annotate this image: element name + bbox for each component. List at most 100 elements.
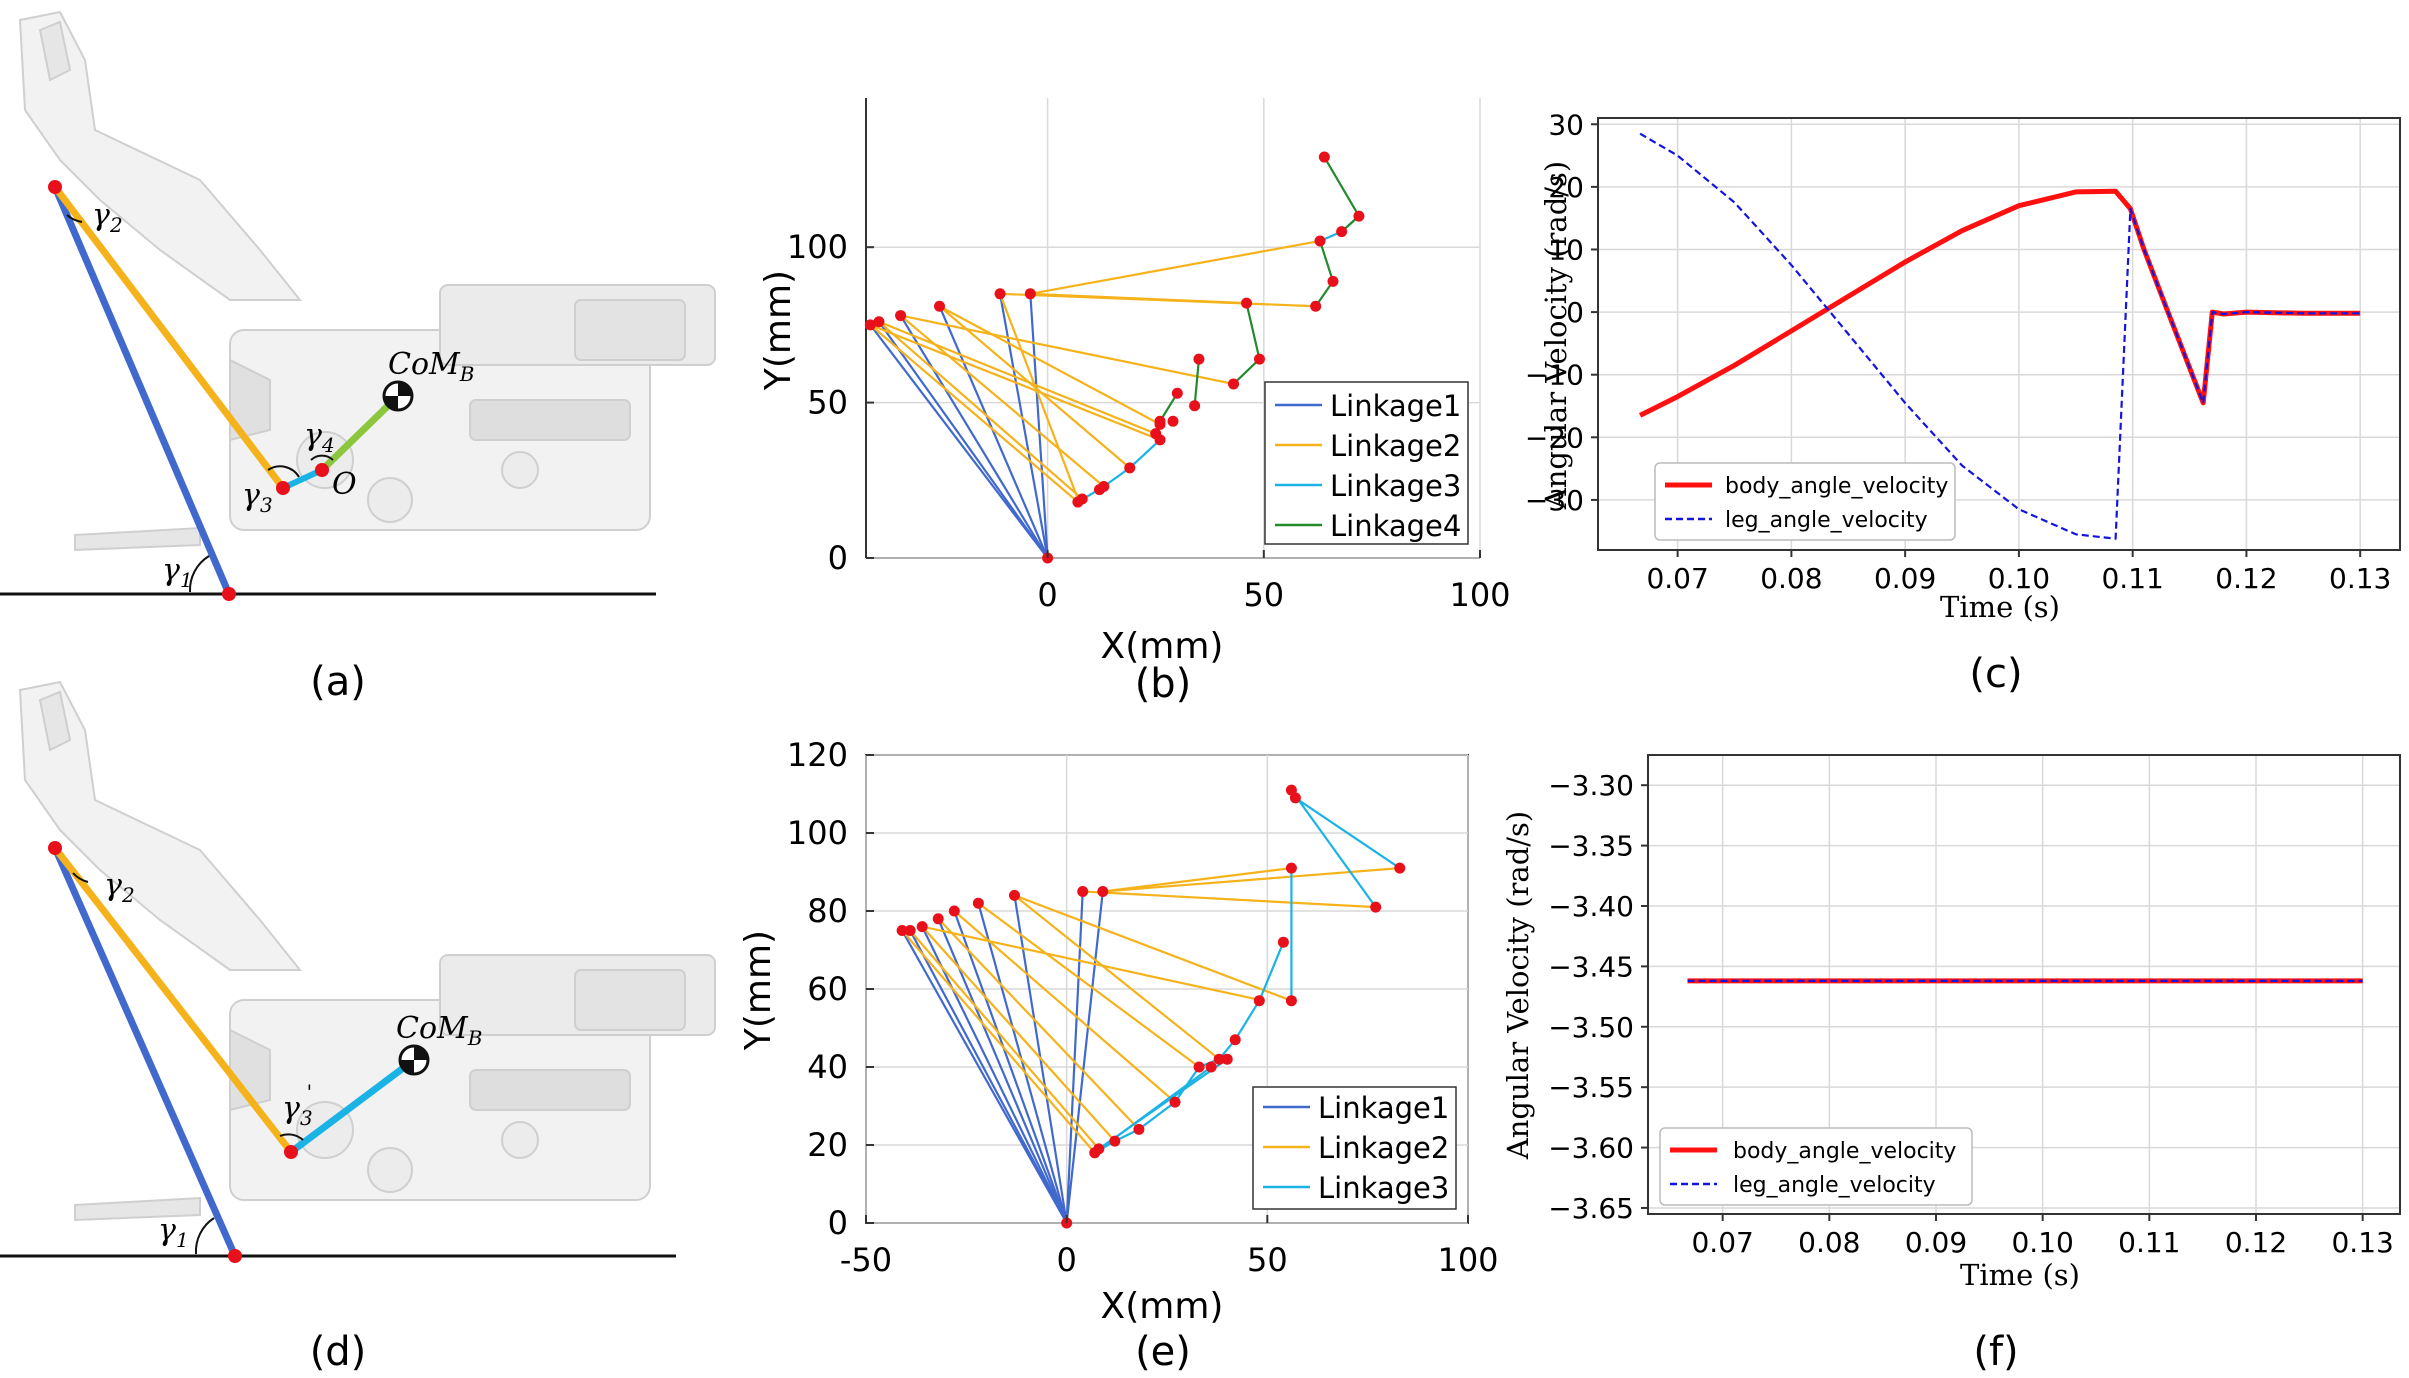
b-linkage1-segment-1 — [878, 321, 1049, 559]
legend-b-label-2: Linkage2 — [1330, 429, 1461, 463]
b-linkage2-segment-4 — [999, 293, 1079, 500]
chart-c-lines — [1638, 132, 2361, 540]
e-xtick-label-2: 50 — [1247, 1241, 1288, 1279]
b-linkage3-segment-2 — [1129, 439, 1161, 469]
e-joint-point-11 — [1093, 1143, 1105, 1155]
b-joint-point-1 — [864, 319, 876, 331]
e-linkage2-segment-4 — [953, 910, 1176, 1103]
robot-body-silhouette-d — [18, 680, 716, 1222]
b-joint-point-18 — [1228, 378, 1240, 390]
e-joint-point-22 — [1285, 995, 1297, 1007]
e-linkage1-segment-0 — [901, 929, 1068, 1224]
f-xtick-label-6: 0.13 — [2331, 1226, 2393, 1259]
legend-e-label-1: Linkage1 — [1318, 1091, 1449, 1125]
b-xtick-label-0: 0 — [1037, 576, 1057, 614]
chart-b-grid — [866, 98, 1481, 559]
panel-label-b: (b) — [1135, 661, 1192, 707]
e-joint-point-2 — [904, 925, 916, 936]
label-com-a: CoMB — [388, 347, 474, 386]
e-joint-point-13 — [1133, 1123, 1145, 1135]
e-ytick-label-6: 120 — [787, 736, 848, 774]
chart-f-legend: body_angle_velocity leg_angle_velocity — [1659, 1127, 1973, 1206]
b-joint-point-20 — [1253, 353, 1265, 365]
b-linkage4-segment-5 — [1232, 358, 1261, 385]
b-linkage2-segment-8 — [878, 320, 1157, 435]
b-linkage4-segment-0 — [1323, 156, 1360, 217]
f-xtick-label-0: 0.07 — [1691, 1226, 1753, 1259]
e-joint-point-19 — [1229, 1034, 1241, 1046]
angle-arc-gamma2-a — [66, 214, 83, 223]
label-gamma3-d: γ3' — [282, 1080, 313, 1130]
e-joint-point-3 — [916, 921, 928, 933]
c-xtick-label-2: 0.09 — [1874, 562, 1936, 595]
b-linkage1-segment-0 — [869, 324, 1049, 559]
joint-o-a — [315, 463, 329, 477]
e-joint-point-7 — [1008, 889, 1020, 901]
angle-arc-gamma3-a — [267, 465, 300, 478]
chart-b-legend: Linkage1 Linkage2 Linkage3 Linkage4 — [1264, 381, 1469, 545]
b-joint-point-5 — [994, 288, 1006, 300]
chart-e-xlabel: X(mm) — [1101, 1286, 1224, 1327]
c-xtick-label-1: 0.08 — [1760, 562, 1822, 595]
c-ytick-label-3: 0 — [1566, 296, 1584, 329]
legend-f-label-2: leg_angle_velocity — [1733, 1173, 1936, 1198]
chart-c-ylabel: Angular Velocity (rad/s) — [1539, 161, 1573, 510]
angle-arc-gamma1-d — [194, 1217, 215, 1255]
b-linkage4-segment-6 — [1193, 358, 1201, 406]
b-ytick-label-0: 0 — [828, 539, 848, 577]
e-linkage2-segment-0 — [901, 929, 1096, 1154]
b-linkage1-segment-5 — [1029, 293, 1049, 559]
chart-e-points — [896, 784, 1406, 1229]
c-ytick-label-6: 30 — [1548, 108, 1584, 141]
legend-c-label-2: leg_angle_velocity — [1725, 508, 1928, 533]
e-joint-point-16 — [1205, 1061, 1217, 1073]
b-joint-point-27 — [1154, 415, 1166, 427]
chart-f: 0.07 0.08 0.09 0.10 0.11 0.12 0.13 −3.30 −3.35 −3… — [1501, 754, 2401, 1375]
b-linkage2-segment-1 — [878, 320, 1083, 500]
b-ytick-label-2: 100 — [787, 228, 848, 266]
e-linkage2-segment-8 — [1102, 867, 1292, 893]
c-series-body-angle-velocity — [1638, 188, 2361, 418]
e-linkage1-segment-8 — [1065, 891, 1104, 1224]
panel-label-a: (a) — [310, 659, 366, 705]
b-joint-point-28 — [1093, 484, 1105, 496]
b-linkage4-segment-4 — [1245, 302, 1261, 360]
e-linkage2-segment-6 — [1013, 894, 1220, 1061]
f-xtick-label-2: 0.09 — [1905, 1226, 1967, 1259]
c-xtick-label-4: 0.11 — [2101, 562, 2163, 595]
chart-c-xlabel: Time (s) — [1940, 590, 2060, 624]
f-ytick-label-0: −3.30 — [1548, 769, 1634, 802]
e-joint-point-12 — [1109, 1135, 1121, 1147]
b-joint-point-17 — [1171, 387, 1183, 399]
f-xtick-label-5: 0.12 — [2225, 1226, 2287, 1259]
b-joint-point-19 — [1241, 297, 1253, 309]
b-joint-point-4 — [934, 300, 946, 312]
c-xtick-label-6: 0.13 — [2329, 562, 2391, 595]
e-xtick-label-0: -50 — [840, 1241, 892, 1279]
panel-label-f: (f) — [1973, 1329, 2018, 1375]
e-joint-point-8 — [1077, 886, 1089, 897]
angle-arc-gamma2-d — [72, 872, 89, 883]
label-gamma2-a: γ2 — [92, 198, 123, 237]
e-linkage3-segment-13 — [1098, 1058, 1228, 1150]
b-joint-point-24 — [1336, 226, 1348, 238]
c-xtick-label-0: 0.07 — [1646, 562, 1708, 595]
b-joint-point-15 — [1193, 353, 1205, 365]
c-xtick-label-3: 0.10 — [1988, 562, 2050, 595]
legend-b-label-3: Linkage3 — [1330, 469, 1461, 503]
c-ytick-label-2: −10 — [1525, 359, 1584, 392]
b-joint-point-8 — [1076, 493, 1088, 505]
chart-c: 0.07 0.08 0.09 0.10 0.11 0.12 0.13 −30 −20 −10 0 10… — [1525, 108, 2401, 697]
e-linkage1-segment-5 — [977, 902, 1068, 1224]
b-joint-point-16 — [1189, 400, 1201, 412]
e-joint-point-20 — [1253, 995, 1265, 1007]
chart-e-ylabel: Y(mm) — [738, 930, 779, 1051]
e-ytick-label-0: 0 — [828, 1204, 848, 1242]
f-ytick-label-3: −3.45 — [1548, 950, 1634, 983]
e-linkage2-segment-10 — [1014, 894, 1292, 1002]
e-linkage1-segment-4 — [953, 910, 1068, 1224]
c-ytick-label-0: −30 — [1525, 484, 1584, 517]
b-linkage2-segment-11 — [999, 292, 1316, 308]
com-marker-d — [398, 1044, 430, 1076]
